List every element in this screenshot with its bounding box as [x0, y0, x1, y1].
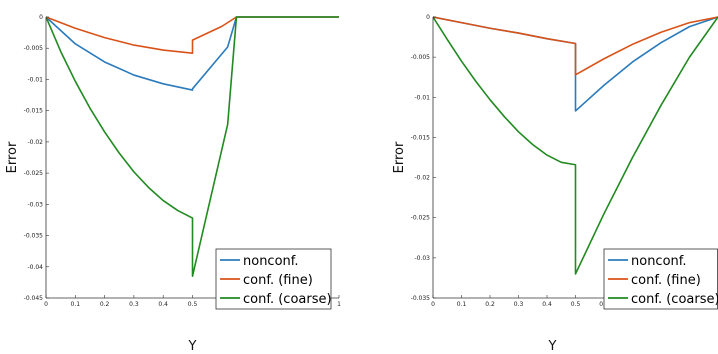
x-axis-label: Y	[548, 339, 557, 354]
x-tick-label: 0.2	[485, 301, 495, 308]
x-tick-label: 0.4	[542, 301, 552, 308]
series-line-1	[46, 16, 339, 91]
x-tick-label: 0.1	[71, 301, 81, 308]
x-tick-label: 0	[44, 301, 48, 308]
x-tick-label: 0.3	[514, 301, 524, 308]
y-tick-label: -0.015	[24, 108, 44, 115]
chart-panel-1: 0 -0.005 -0.01 -0.015 -0.02 -0.025 -0.03 -0.035…	[5, 14, 341, 354]
y-tick-label: -0.045	[24, 295, 44, 302]
y-tick-label: -0.035	[24, 233, 44, 240]
y-tick-label: -0.025	[24, 170, 44, 177]
y-tick-label: -0.01	[27, 76, 43, 83]
y-tick-label: -0.015	[411, 134, 431, 141]
y-tick-label: -0.02	[414, 175, 430, 182]
series-line-3	[46, 16, 339, 277]
legend-entry: nonconf.	[631, 254, 687, 269]
series-line-3	[433, 16, 718, 275]
y-axis-label: Error	[392, 141, 407, 173]
x-tick-label: 0.1	[457, 301, 467, 308]
y-tick-label: -0.02	[27, 139, 43, 146]
chart-panel-2: 0 -0.005 -0.01 -0.015 -0.02 -0.025 -0.03 -0.035…	[392, 14, 718, 354]
series-line-2	[46, 16, 339, 55]
y-tick-label: -0.035	[411, 295, 431, 302]
legend-entry: conf. (coarse)	[631, 292, 718, 307]
y-tick-label: 0	[426, 14, 430, 21]
x-tick-label: 0.5	[188, 301, 198, 308]
series-line-2	[433, 16, 718, 76]
legend-entry: nonconf.	[243, 254, 299, 269]
y-tick-label: -0.04	[27, 264, 43, 271]
y-tick-label: -0.01	[414, 94, 430, 101]
x-axis-label: Y	[188, 339, 197, 354]
x-tick-label: 0	[431, 301, 435, 308]
legend: nonconf. conf. (fine) conf. (coarse)	[603, 248, 718, 310]
x-tick-label: 0.4	[158, 301, 168, 308]
legend: nonconf. conf. (fine) conf. (coarse)	[215, 248, 332, 310]
y-tick-label: -0.005	[411, 54, 431, 61]
y-tick-label: -0.005	[24, 45, 44, 52]
y-tick-label: 0	[39, 14, 43, 21]
legend-entry: conf. (fine)	[631, 273, 701, 288]
x-tick-label: 0.2	[100, 301, 110, 308]
x-tick-label: 1	[337, 301, 341, 308]
x-tick-label: 0.5	[571, 301, 581, 308]
y-tick-label: -0.03	[414, 255, 430, 262]
y-axis-label: Error	[5, 141, 20, 173]
y-tick-label: -0.025	[411, 215, 431, 222]
y-tick-label: -0.03	[27, 201, 43, 208]
legend-entry: conf. (coarse)	[243, 292, 332, 307]
x-tick-label: 0.3	[129, 301, 139, 308]
legend-entry: conf. (fine)	[243, 273, 313, 288]
